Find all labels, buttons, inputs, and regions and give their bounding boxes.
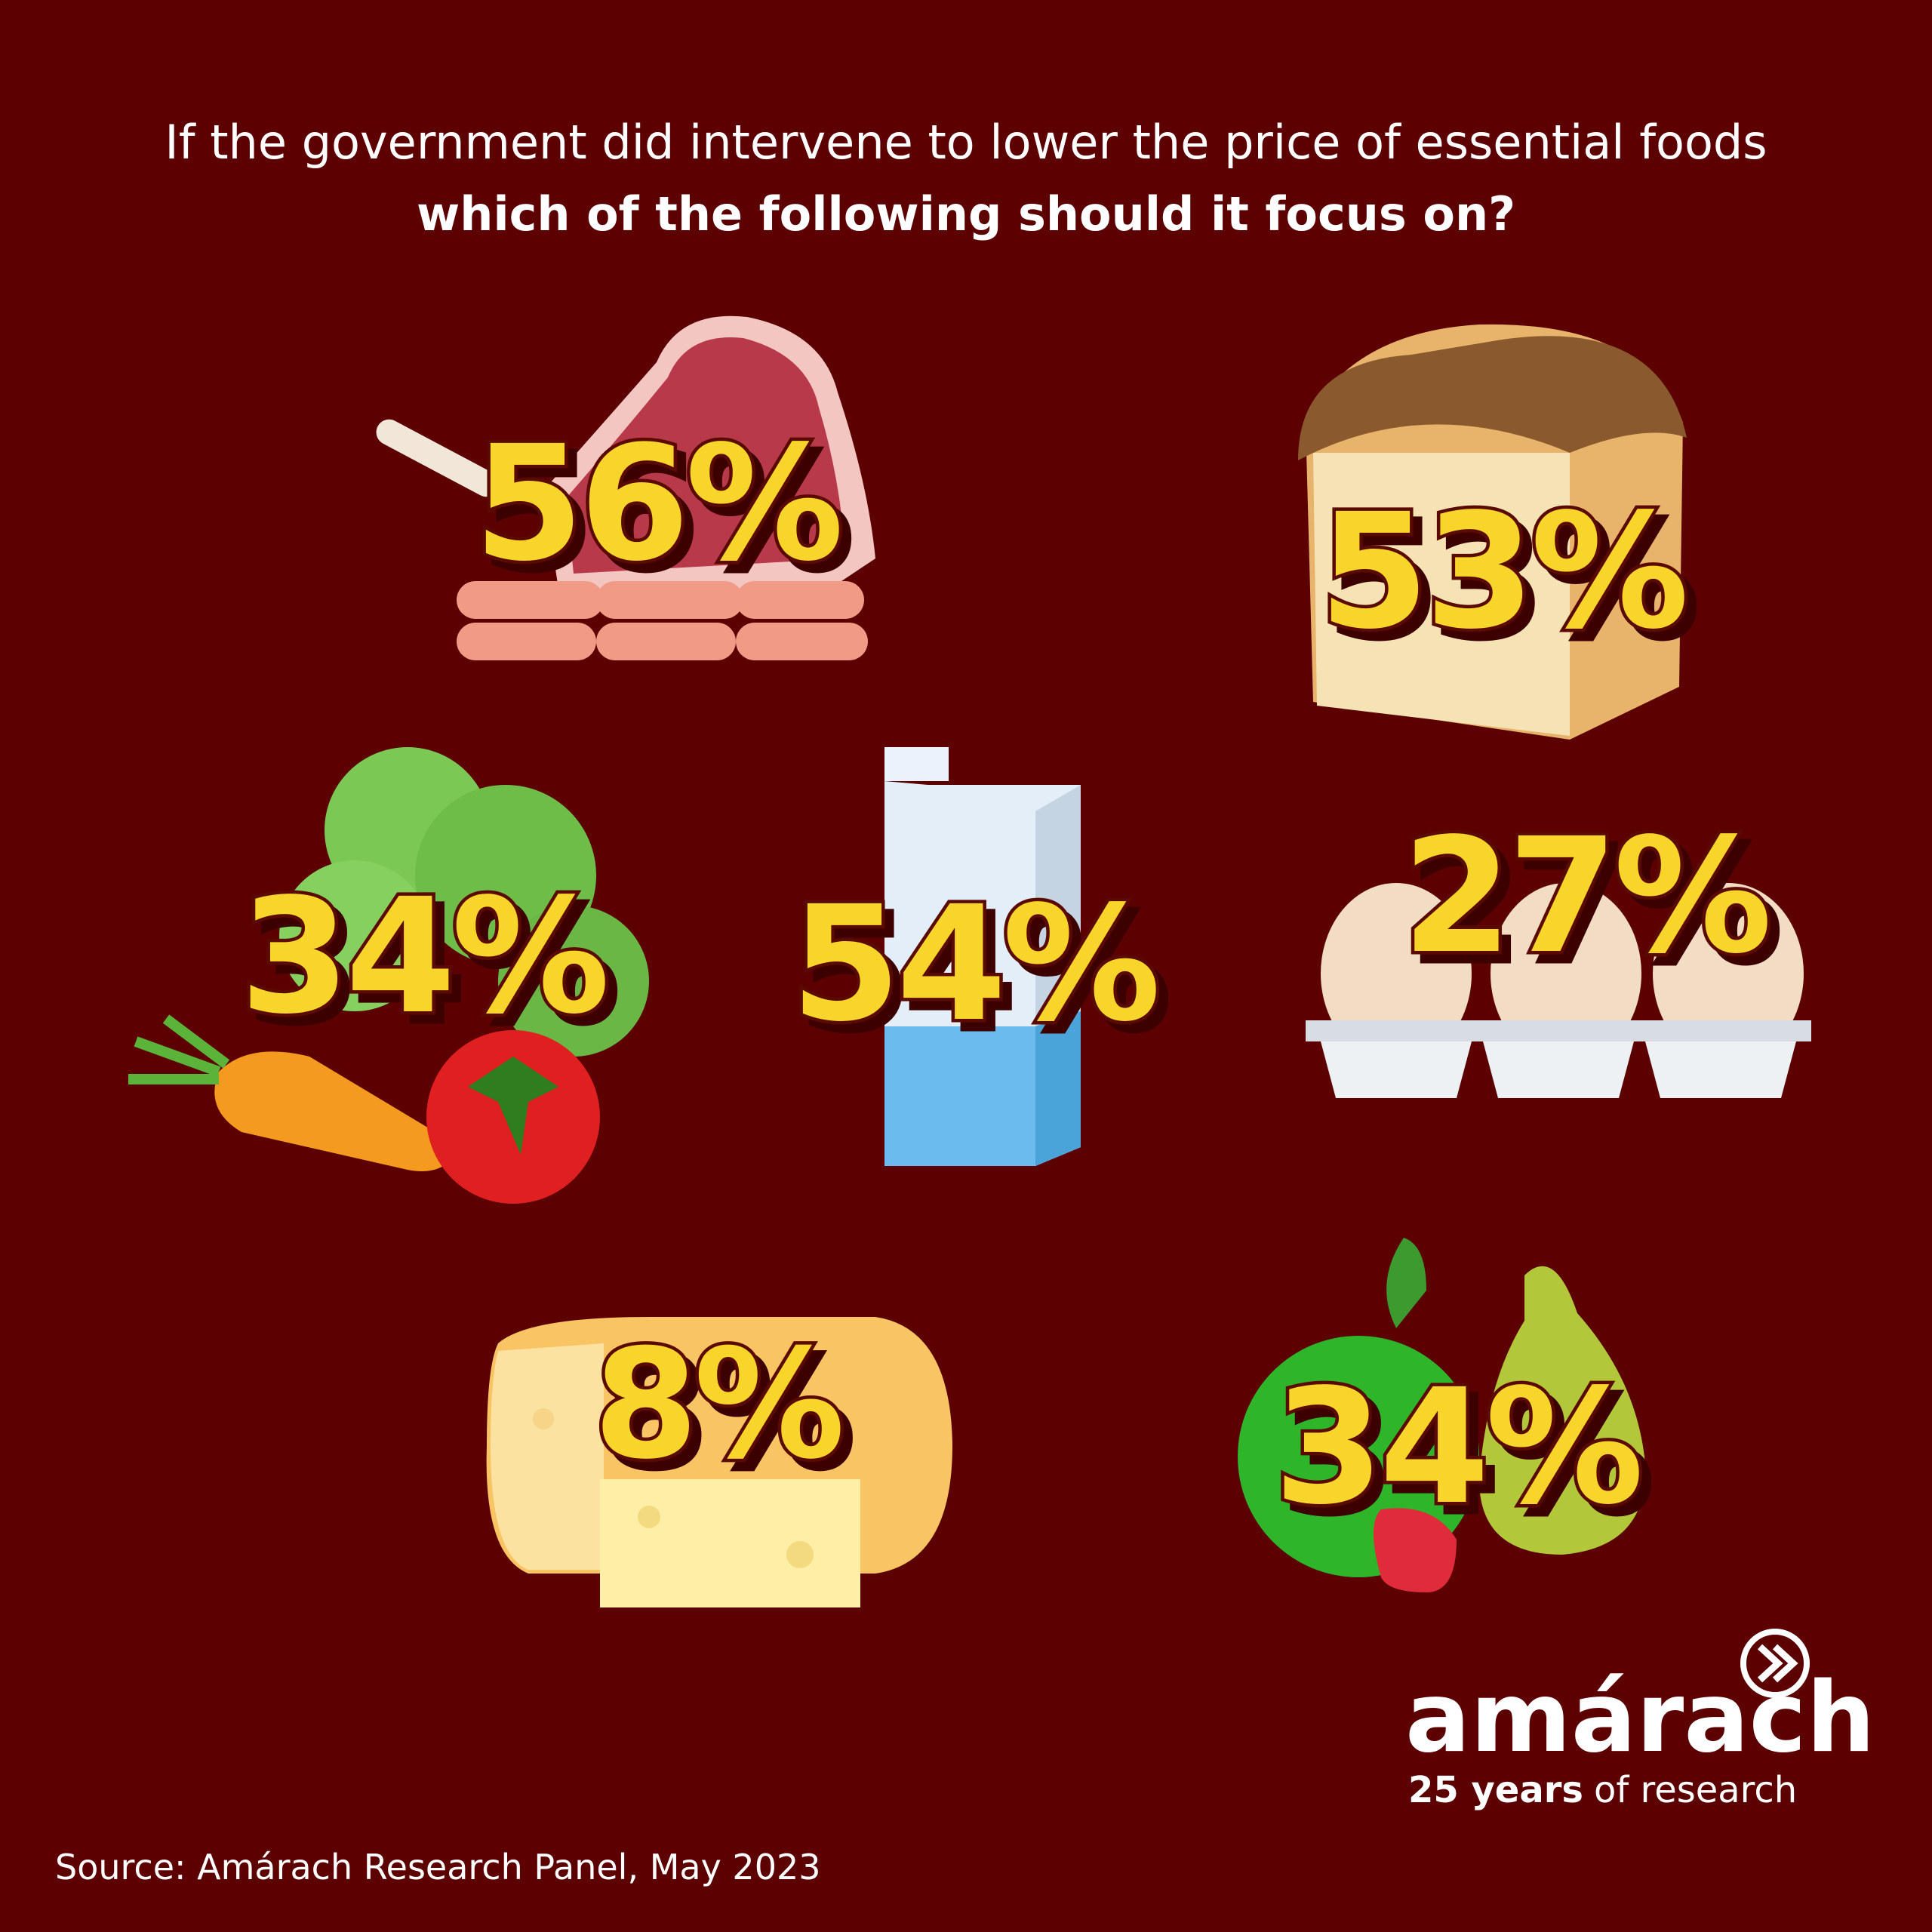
eggs-icon-part xyxy=(1653,883,1804,1064)
cheese-icon-part xyxy=(638,1506,660,1528)
meat-icon-part xyxy=(566,337,845,574)
meat-icon-part xyxy=(596,623,736,660)
bread-icon xyxy=(1298,324,1687,740)
milk-icon xyxy=(884,747,1081,1166)
meat-icon-part xyxy=(736,581,864,619)
cheese-icon-part xyxy=(533,1408,554,1429)
eggs-icon-part xyxy=(1321,883,1472,1064)
eggs-icon-part xyxy=(1491,883,1641,1064)
meat-icon xyxy=(376,315,875,660)
fruit-icon xyxy=(1238,1238,1646,1592)
vegetables-icon-part xyxy=(498,906,649,1057)
percentage: 34% xyxy=(240,864,606,1049)
bread-icon-part xyxy=(1298,336,1687,460)
eggs-icon-part xyxy=(1321,1041,1796,1098)
fruit-icon-part xyxy=(1374,1508,1457,1592)
percentage: 56% xyxy=(474,411,840,596)
tagline-rest: of research xyxy=(1594,1769,1797,1811)
logo-name: amárach xyxy=(1405,1662,1875,1774)
logo-mark xyxy=(1740,1629,1810,1698)
milk-icon-part xyxy=(884,747,949,781)
cheese-icon-part xyxy=(600,1479,860,1607)
milk-icon-part xyxy=(1035,1011,1081,1166)
percentage: 53% xyxy=(1319,479,1685,664)
vegetables-icon-part xyxy=(468,1057,558,1155)
fruit-icon-part xyxy=(1386,1238,1426,1328)
meat-icon-part xyxy=(457,623,596,660)
bread-icon-part xyxy=(1313,453,1570,736)
percentage: 8% xyxy=(593,1317,841,1493)
percentage: 34% xyxy=(1274,1355,1640,1540)
meat-icon-part xyxy=(596,581,743,619)
meat-icon-part xyxy=(736,623,868,660)
vegetables-icon-part xyxy=(128,1014,230,1084)
logo-mark-part xyxy=(1740,1629,1810,1698)
title-line: which of the following should it focus o… xyxy=(417,186,1515,242)
fruit-icon-part xyxy=(1479,1266,1646,1555)
milk-icon-part xyxy=(884,1026,1035,1166)
logo-mark-part xyxy=(1757,1644,1798,1683)
meat-icon-part xyxy=(376,419,500,497)
eggs-icon xyxy=(1306,883,1811,1098)
logo-tagline: 25 years of research xyxy=(1408,1769,1797,1811)
meat-icon-part xyxy=(457,581,604,619)
title-line: If the government did intervene to lower… xyxy=(165,115,1767,170)
vegetables-icon-part xyxy=(214,1051,460,1171)
vegetables-icon xyxy=(128,747,649,1204)
percentage: 27% xyxy=(1402,804,1768,989)
eggs-icon-part xyxy=(1306,1020,1811,1041)
cheese-icon xyxy=(486,1317,952,1607)
source-note: Source: Amárach Research Panel, May 2023 xyxy=(55,1847,821,1887)
percentage: 54% xyxy=(791,872,1157,1057)
tagline-bold: 25 years xyxy=(1408,1769,1583,1811)
items: 56% 53% 34% 54% 27% 8% 34% xyxy=(236,408,1776,1543)
cheese-icon-part xyxy=(491,1343,604,1570)
cheese-icon-part xyxy=(786,1541,814,1568)
vegetables-icon-part xyxy=(279,860,430,1011)
